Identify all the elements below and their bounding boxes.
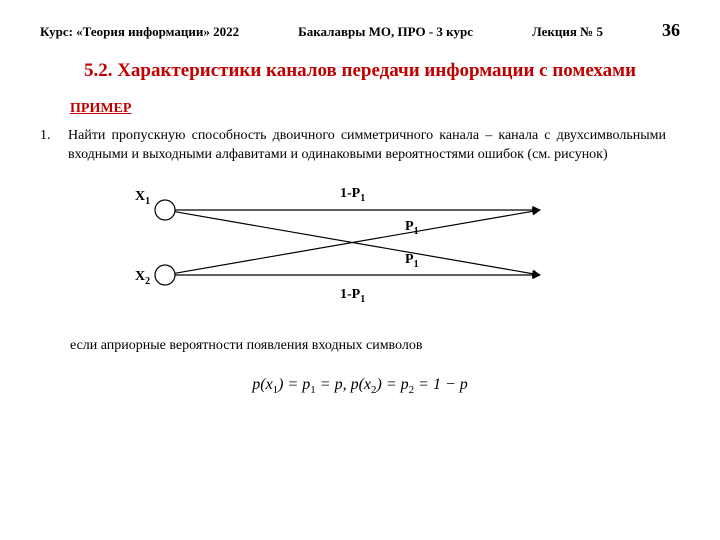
channel-diagram: 1-P1 P1 P1 1-P1 X1 X2: [70, 175, 680, 320]
diagram-edge: [175, 210, 540, 273]
probability-formula: p(x1) = p1 = p, p(x2) = p2 = 1 − p: [40, 376, 680, 396]
node-label: X2: [135, 269, 150, 287]
slide-header: Курс: «Теория информации» 2022 Бакалавры…: [40, 20, 680, 41]
task-text: Найти пропускную способность двоичного с…: [68, 127, 666, 165]
lecture-number: Лекция № 5: [532, 24, 603, 40]
edge-label: 1-P1: [340, 186, 365, 204]
section-title: 5.2. Характеристики каналов передачи инф…: [70, 59, 650, 83]
diagram-node: [155, 265, 175, 285]
group-label: Бакалавры МО, ПРО - 3 курс: [298, 24, 473, 40]
example-label: ПРИМЕР: [70, 101, 680, 117]
node-label: X1: [135, 189, 150, 207]
edge-label: P1: [405, 219, 419, 237]
task-number: 1.: [40, 127, 68, 165]
diagram-edge: [175, 211, 540, 274]
course-title: Курс: «Теория информации» 2022: [40, 24, 239, 40]
diagram-node: [155, 200, 175, 220]
page-number: 36: [662, 20, 680, 41]
slide-page: Курс: «Теория информации» 2022 Бакалавры…: [0, 0, 720, 540]
diagram-svg: 1-P1 P1 P1 1-P1 X1 X2: [70, 175, 590, 315]
edge-label: P1: [405, 252, 419, 270]
post-text: если априорные вероятности появления вхо…: [70, 338, 680, 354]
task-item: 1. Найти пропускную способность двоичног…: [40, 127, 666, 165]
edge-label: 1-P1: [340, 287, 365, 305]
